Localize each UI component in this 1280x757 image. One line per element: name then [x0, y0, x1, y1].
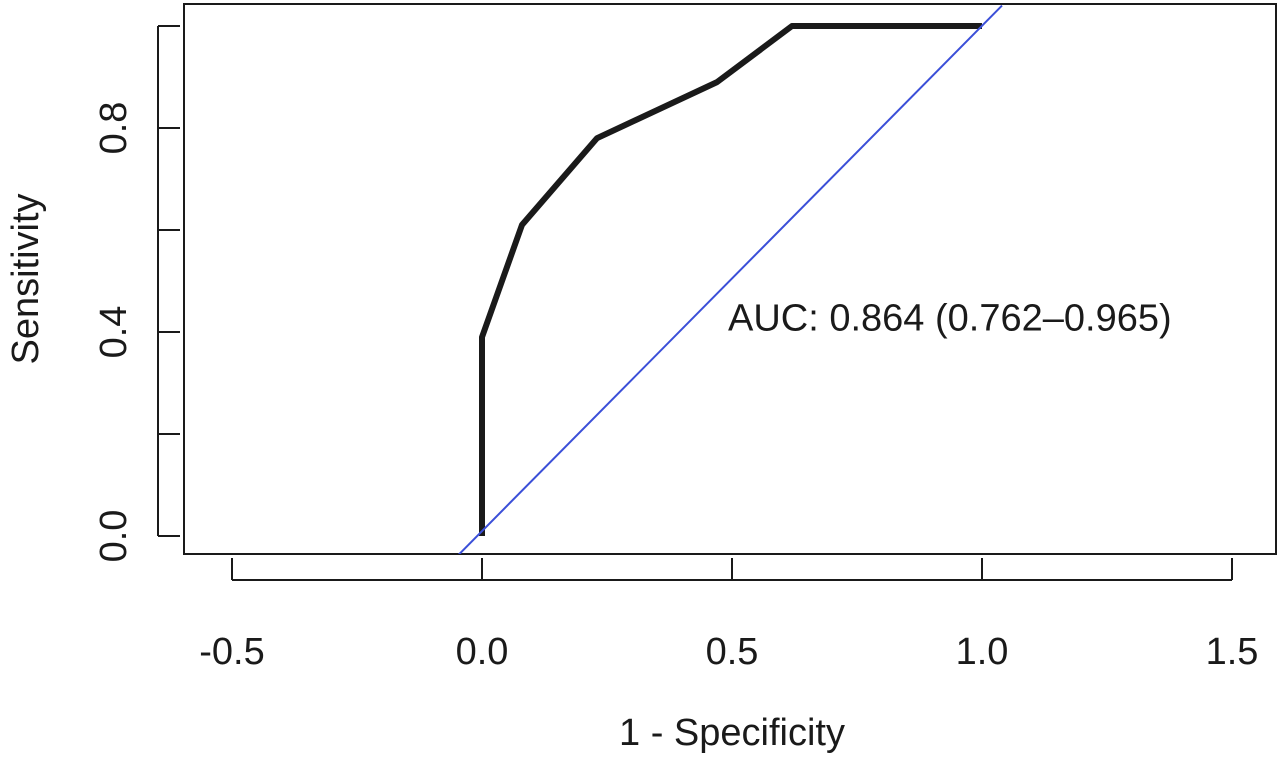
roc-curve — [479, 23, 982, 536]
y-tick-label: 0.4 — [93, 306, 135, 359]
x-tick-label: -0.5 — [199, 631, 264, 673]
x-axis: -0.5 0.0 0.5 1.0 1.5 — [199, 558, 1258, 673]
y-axis: 0.0 0.4 0.8 — [93, 25, 180, 563]
series-layer — [457, 4, 1003, 554]
auc-annotation: AUC: 0.864 (0.762–0.965) — [728, 298, 1172, 340]
x-tick-label: 0.5 — [706, 631, 759, 673]
y-tick-label: 0.0 — [93, 510, 135, 563]
plot-frame — [183, 3, 1277, 555]
x-axis-title: 1 - Specificity — [619, 712, 845, 754]
x-tick-label: 1.5 — [1206, 631, 1259, 673]
annotation-layer: AUC: 0.864 (0.762–0.965) — [728, 298, 1172, 340]
reference-diagonal — [457, 4, 1003, 554]
x-tick-label: 1.0 — [956, 631, 1009, 673]
x-tick-label: 0.0 — [456, 631, 509, 673]
y-axis-title: Sensitivity — [5, 193, 47, 364]
y-tick-label: 0.8 — [93, 102, 135, 155]
